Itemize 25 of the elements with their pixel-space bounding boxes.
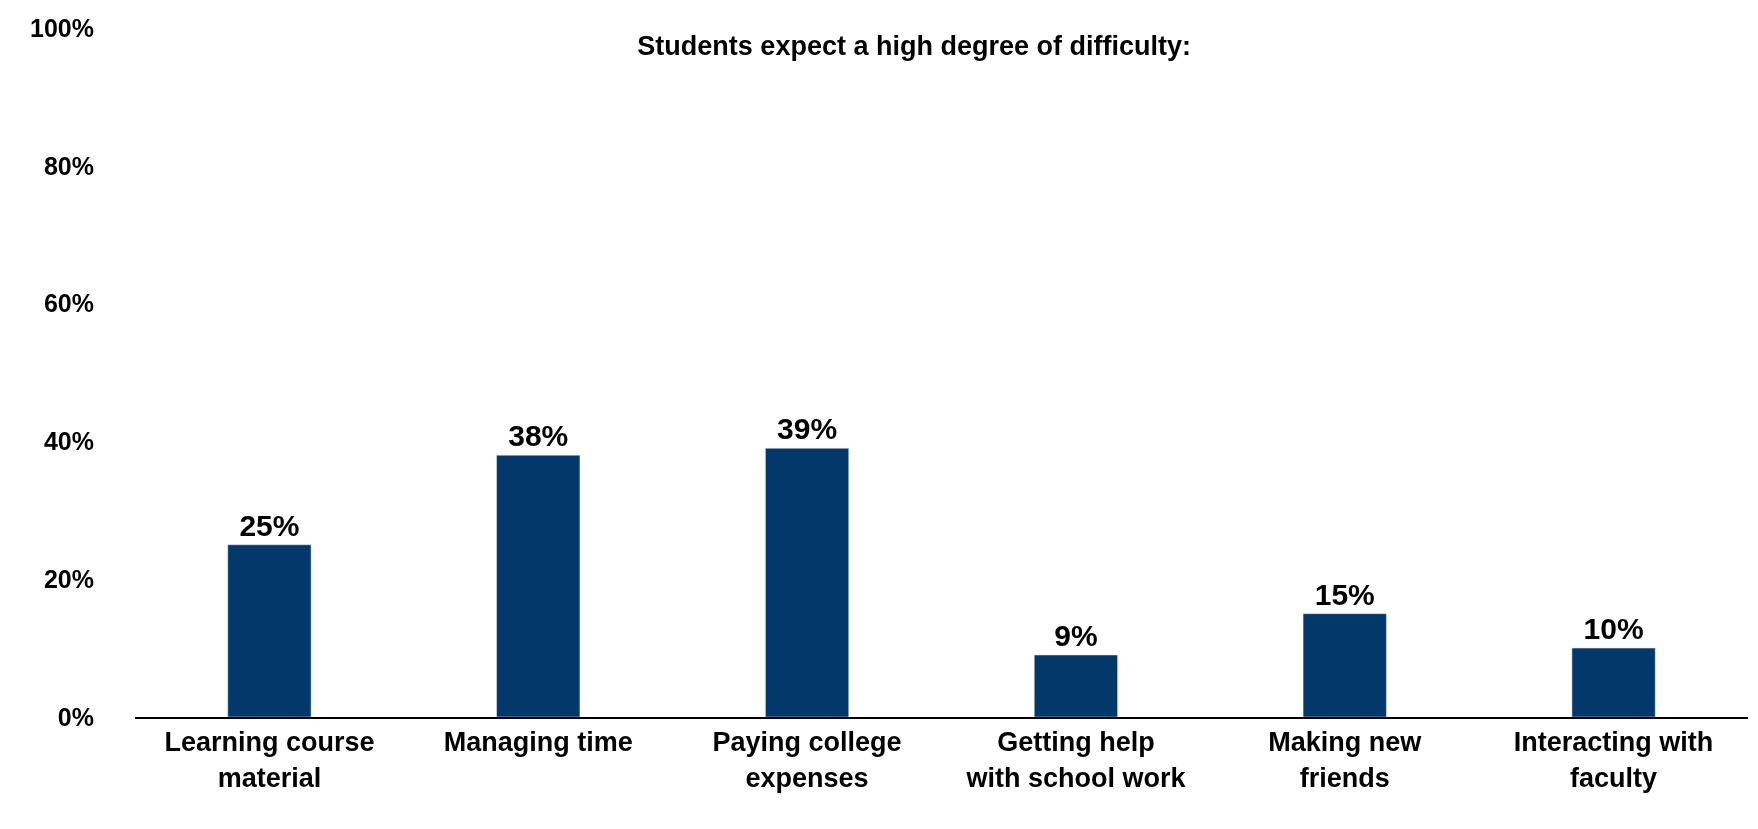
y-tick-label: 80% — [43, 151, 94, 180]
x-tick-label: Learning course material — [164, 727, 375, 793]
y-tick-label: 40% — [43, 427, 94, 456]
x-tick-label: Getting help with school work — [965, 727, 1187, 793]
data-label: 15% — [1314, 577, 1375, 611]
data-label: 25% — [239, 508, 300, 542]
y-tick-label: 100% — [30, 13, 94, 42]
data-label: 38% — [508, 419, 569, 453]
x-tick-label: Making new friends — [1268, 727, 1423, 793]
bar — [765, 448, 849, 717]
data-label: 39% — [777, 412, 838, 446]
y-tick-label: 0% — [57, 702, 94, 731]
bar — [227, 544, 312, 717]
y-tick-label: 60% — [43, 289, 94, 318]
chart-title: Students expect a high degree of difficulty: — [637, 31, 1191, 62]
bar — [1034, 654, 1118, 717]
x-tick-label: Paying college expenses — [712, 727, 902, 793]
bar — [1571, 647, 1656, 717]
x-tick-label: Managing time — [443, 727, 633, 758]
data-label: 10% — [1583, 612, 1644, 646]
x-tick-label: Interacting with faculty — [1513, 727, 1714, 793]
y-tick-label: 20% — [43, 564, 94, 593]
bar — [496, 454, 581, 717]
bar — [1302, 613, 1387, 717]
data-label: 9% — [1054, 618, 1098, 652]
